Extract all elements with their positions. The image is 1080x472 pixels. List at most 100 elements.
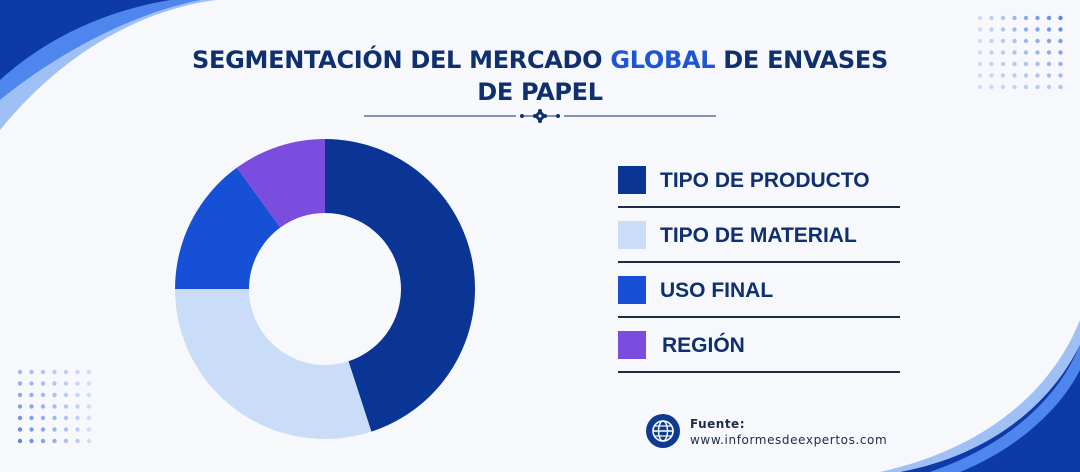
decor-dot [29,438,34,444]
decor-dot [63,415,69,421]
legend-item-tipo-de-producto: TIPO DE PRODUCTO [618,166,902,222]
decor-dot [75,369,80,375]
decor-dot [1058,15,1063,21]
decor-dot [989,61,994,67]
top-left-wave-outer [0,0,215,118]
decor-dot [17,369,23,375]
decor-dot [86,438,92,444]
source-url[interactable]: www.informesdeexpertos.com [690,433,888,447]
decor-dot [989,15,994,21]
decor-dot [1058,73,1063,78]
legend-label: REGIÓN [662,334,745,357]
decor-dot [1000,27,1006,32]
decor-dot [977,73,983,78]
decor-dot [63,381,69,386]
decor-dot [17,438,23,444]
decor-dot [29,381,34,386]
decor-dot [977,27,983,32]
decor-dot [1058,27,1063,32]
decor-dot [17,381,23,386]
decor-dot [75,438,80,444]
decor-dot [1058,61,1063,67]
decor-dot [75,404,80,409]
decor-dot [86,415,92,421]
decor-dot [86,427,92,432]
decor-dot [1012,38,1017,44]
legend-divider [618,371,900,373]
decor-dot [52,392,57,398]
decor-dot [1023,27,1029,32]
bottom-right-wave-outer [900,330,1080,472]
decor-dot [52,415,57,421]
decor-dot [1000,38,1006,44]
legend-item-tipo-de-material: TIPO DE MATERIAL [618,221,902,277]
decor-dot [52,381,57,386]
decor-dot [40,415,46,421]
decor-dot [1023,61,1029,67]
decor-dot [1023,38,1029,44]
source-label: Fuente: [690,417,745,431]
decor-dot [989,73,994,78]
decor-dot [86,369,92,375]
decor-dot [1000,61,1006,67]
decor-dot [1023,50,1029,55]
decor-dot [1012,73,1017,78]
decor-dot [17,392,23,398]
legend-divider [618,261,900,263]
decor-dot [75,415,80,421]
decor-dot [1046,61,1052,67]
decor-dot [40,381,46,386]
bottom-right-wave-mid [930,345,1080,472]
decor-dot [1058,38,1063,44]
donut-slice-uso-final [175,167,281,289]
legend-swatch [618,221,646,249]
divider-ornament-icon [533,109,547,123]
legend-swatch [618,331,646,359]
decor-dot [1012,50,1017,55]
decor-dot [86,392,92,398]
donut-slice-tipo-de-material [175,289,372,439]
decor-dot [977,84,983,90]
legend-item-uso-final: USO FINAL [618,276,902,332]
decor-dot [1023,84,1029,90]
donut-slice-regi-n [236,139,325,228]
decor-dot [1012,15,1017,21]
decor-dot [1035,27,1040,32]
legend-label: TIPO DE MATERIAL [660,224,857,247]
decor-dot [1023,73,1029,78]
decor-dot [40,392,46,398]
decor-dot [63,427,69,432]
decor-dot [1000,50,1006,55]
decor-dot [989,27,994,32]
decor-dot [989,50,994,55]
decor-dot [52,369,57,375]
decor-dot [29,404,34,409]
page-title: SEGMENTACIÓN DEL MERCADO GLOBAL DE ENVAS… [160,44,920,108]
decor-dot [1046,15,1052,21]
decor-dot [1000,73,1006,78]
decor-dot [63,369,69,375]
decor-dot [1046,38,1052,44]
dot-grid-top-right [977,15,1063,90]
donut-chart [175,139,476,439]
legend-item-region: REGIÓN [618,331,902,387]
title-part2: DE ENVASES [715,46,888,74]
decor-dot [29,415,34,421]
decor-dot [29,427,34,432]
decor-dot [1035,61,1040,67]
decor-dot [1012,27,1017,32]
decor-dot [52,427,57,432]
legend-swatch [618,276,646,304]
decor-dot [1035,15,1040,21]
decor-dot [29,392,34,398]
decor-dot [977,50,983,55]
decor-dot [75,427,80,432]
decor-dot [40,404,46,409]
title-divider [364,109,716,123]
decor-dot [1058,84,1063,90]
decor-dot [52,438,57,444]
decor-dot [52,404,57,409]
legend-swatch [618,166,646,194]
legend-label: TIPO DE PRODUCTO [660,169,870,192]
decor-dot [1023,15,1029,21]
